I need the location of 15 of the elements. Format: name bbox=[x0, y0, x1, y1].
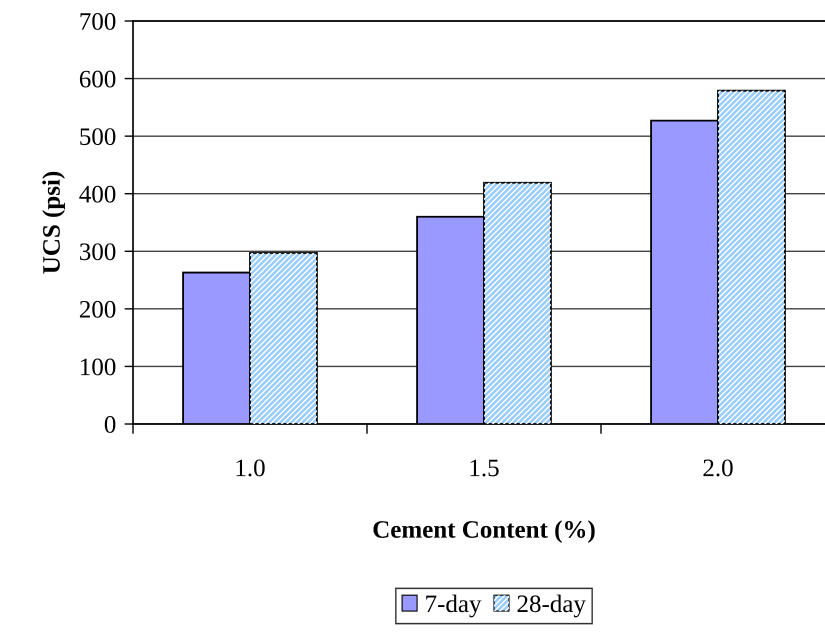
legend-label: 7-day bbox=[426, 594, 482, 618]
y-tick-label: 100 bbox=[81, 358, 116, 376]
x-tick-label: 1.5 bbox=[470, 460, 499, 476]
x-tick-label: 1.0 bbox=[236, 459, 265, 476]
y-axis-title: UCS (psi) bbox=[42, 172, 65, 274]
y-tick-label: 500 bbox=[80, 128, 116, 146]
y-tick-label: 0 bbox=[104, 416, 116, 433]
x-axis-title: Cement Content (%) bbox=[373, 520, 595, 543]
y-tick-label: 600 bbox=[80, 70, 116, 88]
y-tick-label: 200 bbox=[80, 300, 116, 318]
y-tick-label: 400 bbox=[79, 186, 116, 203]
x-tick-label: 2.0 bbox=[703, 459, 733, 476]
legend-label: 28-day bbox=[518, 594, 586, 618]
y-tick-label: 300 bbox=[80, 243, 116, 260]
y-tick-label: 700 bbox=[80, 13, 116, 30]
